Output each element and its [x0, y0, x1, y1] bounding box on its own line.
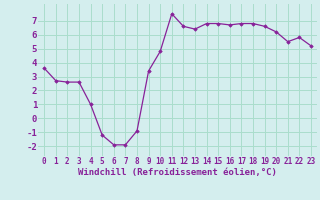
X-axis label: Windchill (Refroidissement éolien,°C): Windchill (Refroidissement éolien,°C)	[78, 168, 277, 177]
